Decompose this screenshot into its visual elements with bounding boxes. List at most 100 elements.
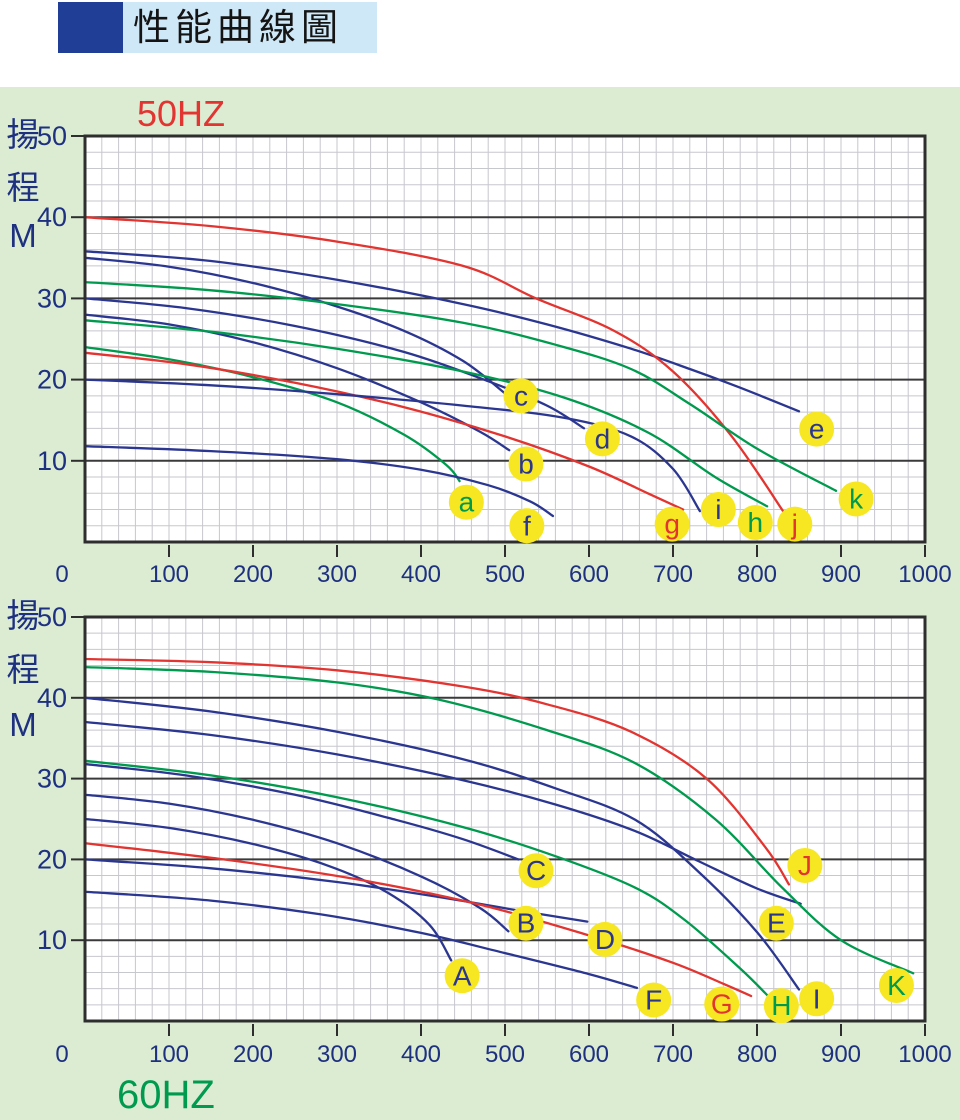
x-tick-label-200: 200 (233, 561, 273, 588)
curve-label-a: a (448, 484, 484, 520)
y-tick-label-10: 10 (37, 446, 67, 476)
x-tick-label-600: 600 (569, 1041, 609, 1068)
curve-label-badge (758, 905, 794, 941)
curve-label-letter: c (514, 380, 528, 411)
x-tick-label-700: 700 (653, 561, 693, 588)
curve-i (83, 378, 702, 513)
x-tick-label-800: 800 (737, 1041, 777, 1068)
y-tick-label-50: 50 (37, 602, 67, 632)
x-tick-label-800: 800 (737, 561, 777, 588)
y-tick-label-50: 50 (37, 121, 67, 151)
curve-e (83, 250, 801, 413)
x-tick-label-700: 700 (653, 1041, 693, 1068)
curve-label-letter: C (526, 855, 546, 886)
curve-J (83, 657, 791, 886)
curve-label-F: F (636, 982, 672, 1018)
curve-k (83, 281, 838, 492)
curve-E (83, 720, 802, 905)
title-accent-square (58, 2, 123, 53)
curve-label-badge (787, 847, 823, 883)
x-tick-label-100: 100 (149, 1041, 189, 1068)
curve-label-badge (503, 378, 539, 414)
grid-major (85, 216, 925, 462)
x-tick-label-300: 300 (317, 1041, 357, 1068)
curve-label-badge (587, 921, 623, 957)
curve-label-g: g (654, 506, 690, 542)
curve-label-H: H (763, 988, 799, 1024)
curve-b (83, 313, 511, 452)
curve-I (83, 696, 801, 991)
curve-label-d: d (584, 421, 620, 457)
curve-K (83, 665, 915, 975)
plot-border (83, 134, 927, 544)
curve-label-letter: i (715, 494, 721, 525)
curve-label-badge (584, 421, 620, 457)
x-tick-label-400: 400 (401, 1041, 441, 1068)
x-tick-label-100: 100 (149, 561, 189, 588)
curve-label-letter: g (664, 509, 680, 540)
curve-label-A: A (444, 958, 480, 994)
curve-j (83, 216, 786, 515)
curve-label-letter: F (645, 984, 662, 1015)
curve-label-badge (838, 481, 874, 517)
curve-label-C: C (518, 853, 554, 889)
curve-label-letter: G (711, 989, 733, 1020)
x-tick-label-900: 900 (821, 561, 861, 588)
curve-H (83, 759, 771, 999)
curve-label-badge (700, 492, 736, 528)
curve-G (83, 842, 753, 998)
curve-label-letter: d (595, 423, 611, 454)
curve-label-badge (878, 967, 914, 1003)
curve-label-badge (704, 986, 740, 1022)
x-tick-label-1000: 1000 (898, 1041, 951, 1068)
curve-label-letter: D (595, 924, 615, 955)
curve-label-e: e (799, 411, 835, 447)
curve-label-letter: e (809, 414, 825, 445)
curve-label-letter: A (453, 960, 472, 991)
curve-C (83, 762, 520, 861)
curve-F (83, 890, 639, 990)
x-tick-label-500: 500 (485, 1041, 525, 1068)
curve-label-badge (654, 506, 690, 542)
y-tick-label-20: 20 (37, 365, 67, 395)
curve-label-badge (448, 484, 484, 520)
x-axis: 0 100 200 300 400 500 600 700 800 900 1000 (55, 1024, 952, 1068)
grid-minor (85, 617, 925, 1021)
y-axis-caption-char: 揚 (7, 116, 40, 153)
chart-60hz: 0 100 200 300 400 500 600 700 800 900 1000 10 20 30 40… (0, 592, 960, 1120)
x-tick-label-0: 0 (55, 561, 68, 588)
curve-f (83, 445, 555, 518)
page-title: 性能曲線圖 (123, 2, 377, 53)
curve-label-badge (508, 446, 544, 482)
y-axis-caption-char: 揚 (7, 597, 40, 634)
x-tick-label-0: 0 (55, 1041, 68, 1068)
y-tick-label-30: 30 (37, 283, 67, 313)
curve-a (83, 345, 461, 483)
curve-A (83, 817, 453, 962)
curve-label-i: i (700, 492, 736, 528)
curve-label-letter: E (767, 908, 786, 939)
plot-border (83, 615, 927, 1023)
curve-label-letter: H (771, 990, 791, 1021)
y-tick-label-30: 30 (37, 764, 67, 794)
freq-label-50hz: 50HZ (137, 93, 225, 134)
curve-label-badge (777, 506, 813, 542)
curve-label-c: c (503, 378, 539, 414)
x-tick-label-300: 300 (317, 561, 357, 588)
curve-label-letter: B (517, 908, 536, 939)
y-tick-label-10: 10 (37, 925, 67, 955)
curve-label-letter: j (791, 509, 798, 540)
curve-label-letter: h (748, 507, 764, 538)
curve-label-letter: J (798, 850, 812, 881)
curve-label-j: j (777, 506, 813, 542)
x-tick-label-400: 400 (401, 561, 441, 588)
curve-label-badge (518, 853, 554, 889)
curve-label-K: K (878, 967, 914, 1003)
curve-label-h: h (737, 505, 773, 541)
x-tick-label-1000: 1000 (898, 561, 951, 588)
curve-label-badge (636, 982, 672, 1018)
title-bar: 性能曲線圖 (0, 0, 960, 87)
curve-label-badge (508, 905, 544, 941)
curve-label-G: G (704, 986, 740, 1022)
curve-label-B: B (508, 905, 544, 941)
